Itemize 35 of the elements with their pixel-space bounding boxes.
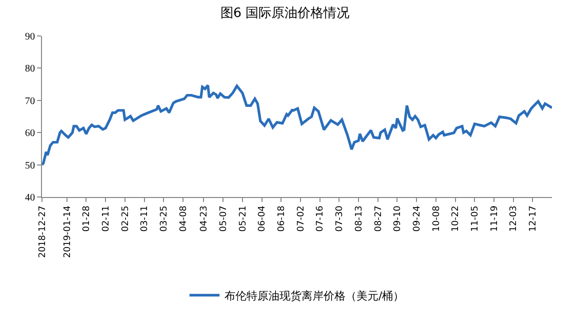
legend-label: 布伦特原油现货离岸价格（美元/桶）	[224, 290, 404, 303]
x-tick-label: 2019-01-14	[62, 205, 73, 258]
x-tick-label: 09-24	[412, 205, 422, 232]
x-tick-label: 05-07	[218, 206, 229, 232]
y-tick-label: 40	[25, 192, 35, 204]
y-tick-label: 60	[25, 128, 35, 140]
x-tick-label: 05-21	[238, 206, 248, 232]
x-tick-label: 07-30	[335, 205, 346, 232]
chart-title: 图6 国际原油价格情况	[220, 6, 350, 22]
x-tick-label: 01-28	[82, 205, 92, 232]
y-tick-label: 50	[25, 160, 35, 172]
x-tick-label: 10-22	[451, 206, 462, 232]
y-tick-label: 90	[25, 32, 35, 42]
x-tick-label: 11-19	[490, 205, 500, 232]
x-tick-label: 02-25	[120, 206, 131, 232]
x-tick-label: 03-11	[140, 206, 150, 232]
x-tick-label: 03-25	[160, 206, 170, 232]
x-tick-label: 12-03	[509, 206, 520, 232]
x-tick-label: 08-13	[354, 206, 364, 232]
y-tick-label: 80	[25, 64, 35, 75]
x-tick-label: 06-18	[277, 205, 288, 232]
x-tick-label: 07-02	[296, 206, 306, 232]
y-tick-label: 70	[25, 96, 35, 107]
x-tick-label: 10-08	[432, 205, 442, 232]
x-tick-label: 04-23	[200, 206, 210, 232]
x-tick-label: 06-04	[258, 205, 268, 232]
x-tick-label: 2018-12-27	[38, 206, 48, 258]
line-series	[42, 84, 552, 166]
x-tick-label: 12-17	[528, 206, 539, 232]
x-tick-label: 07-16	[316, 205, 326, 232]
x-tick-label: 04-08	[178, 205, 189, 232]
x-tick-label: 09-10	[393, 205, 404, 232]
x-tick-label: 02-11	[102, 206, 112, 232]
x-tick-label: 08-27	[374, 206, 384, 232]
x-tick-label: 11-05	[470, 206, 481, 232]
